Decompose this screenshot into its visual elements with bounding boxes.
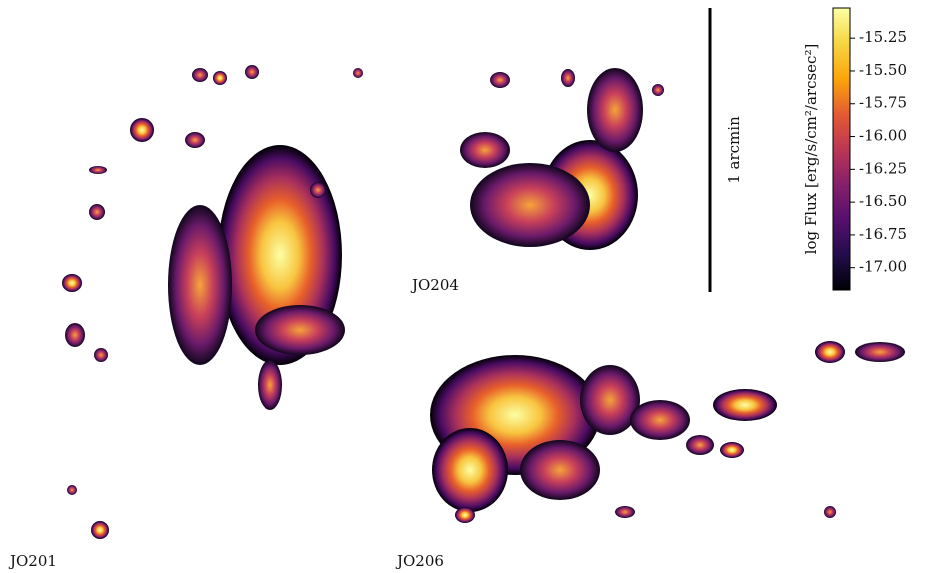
colorbar-tick-label: -17.00 bbox=[859, 258, 907, 276]
jo201-map bbox=[62, 65, 363, 539]
colorbar-tick-label: -16.75 bbox=[859, 225, 907, 243]
scale-bar-label: 1 arcmin bbox=[725, 116, 743, 184]
jo206-map bbox=[430, 341, 905, 523]
colorbar-tick-label: -16.25 bbox=[859, 159, 907, 177]
colorbar bbox=[833, 8, 850, 290]
colorbar-tick-label: -15.25 bbox=[859, 28, 907, 46]
colorbar-label: log Flux [erg/s/cm²/arcsec²] bbox=[802, 44, 820, 255]
colorbar-tick-label: -15.50 bbox=[859, 61, 907, 79]
panel-label: JO204 bbox=[410, 276, 459, 294]
colorbar-tick-label: -16.50 bbox=[859, 192, 907, 210]
figure: JO201 JO204 JO206 1 arcmin log Flux [erg… bbox=[0, 0, 929, 573]
panel-label: JO206 bbox=[395, 552, 444, 570]
colorbar-tick-label: -15.75 bbox=[859, 94, 907, 112]
jo204-map bbox=[460, 68, 664, 250]
colorbar-tick-label: -16.00 bbox=[859, 127, 907, 145]
panel-label: JO201 bbox=[8, 552, 57, 570]
